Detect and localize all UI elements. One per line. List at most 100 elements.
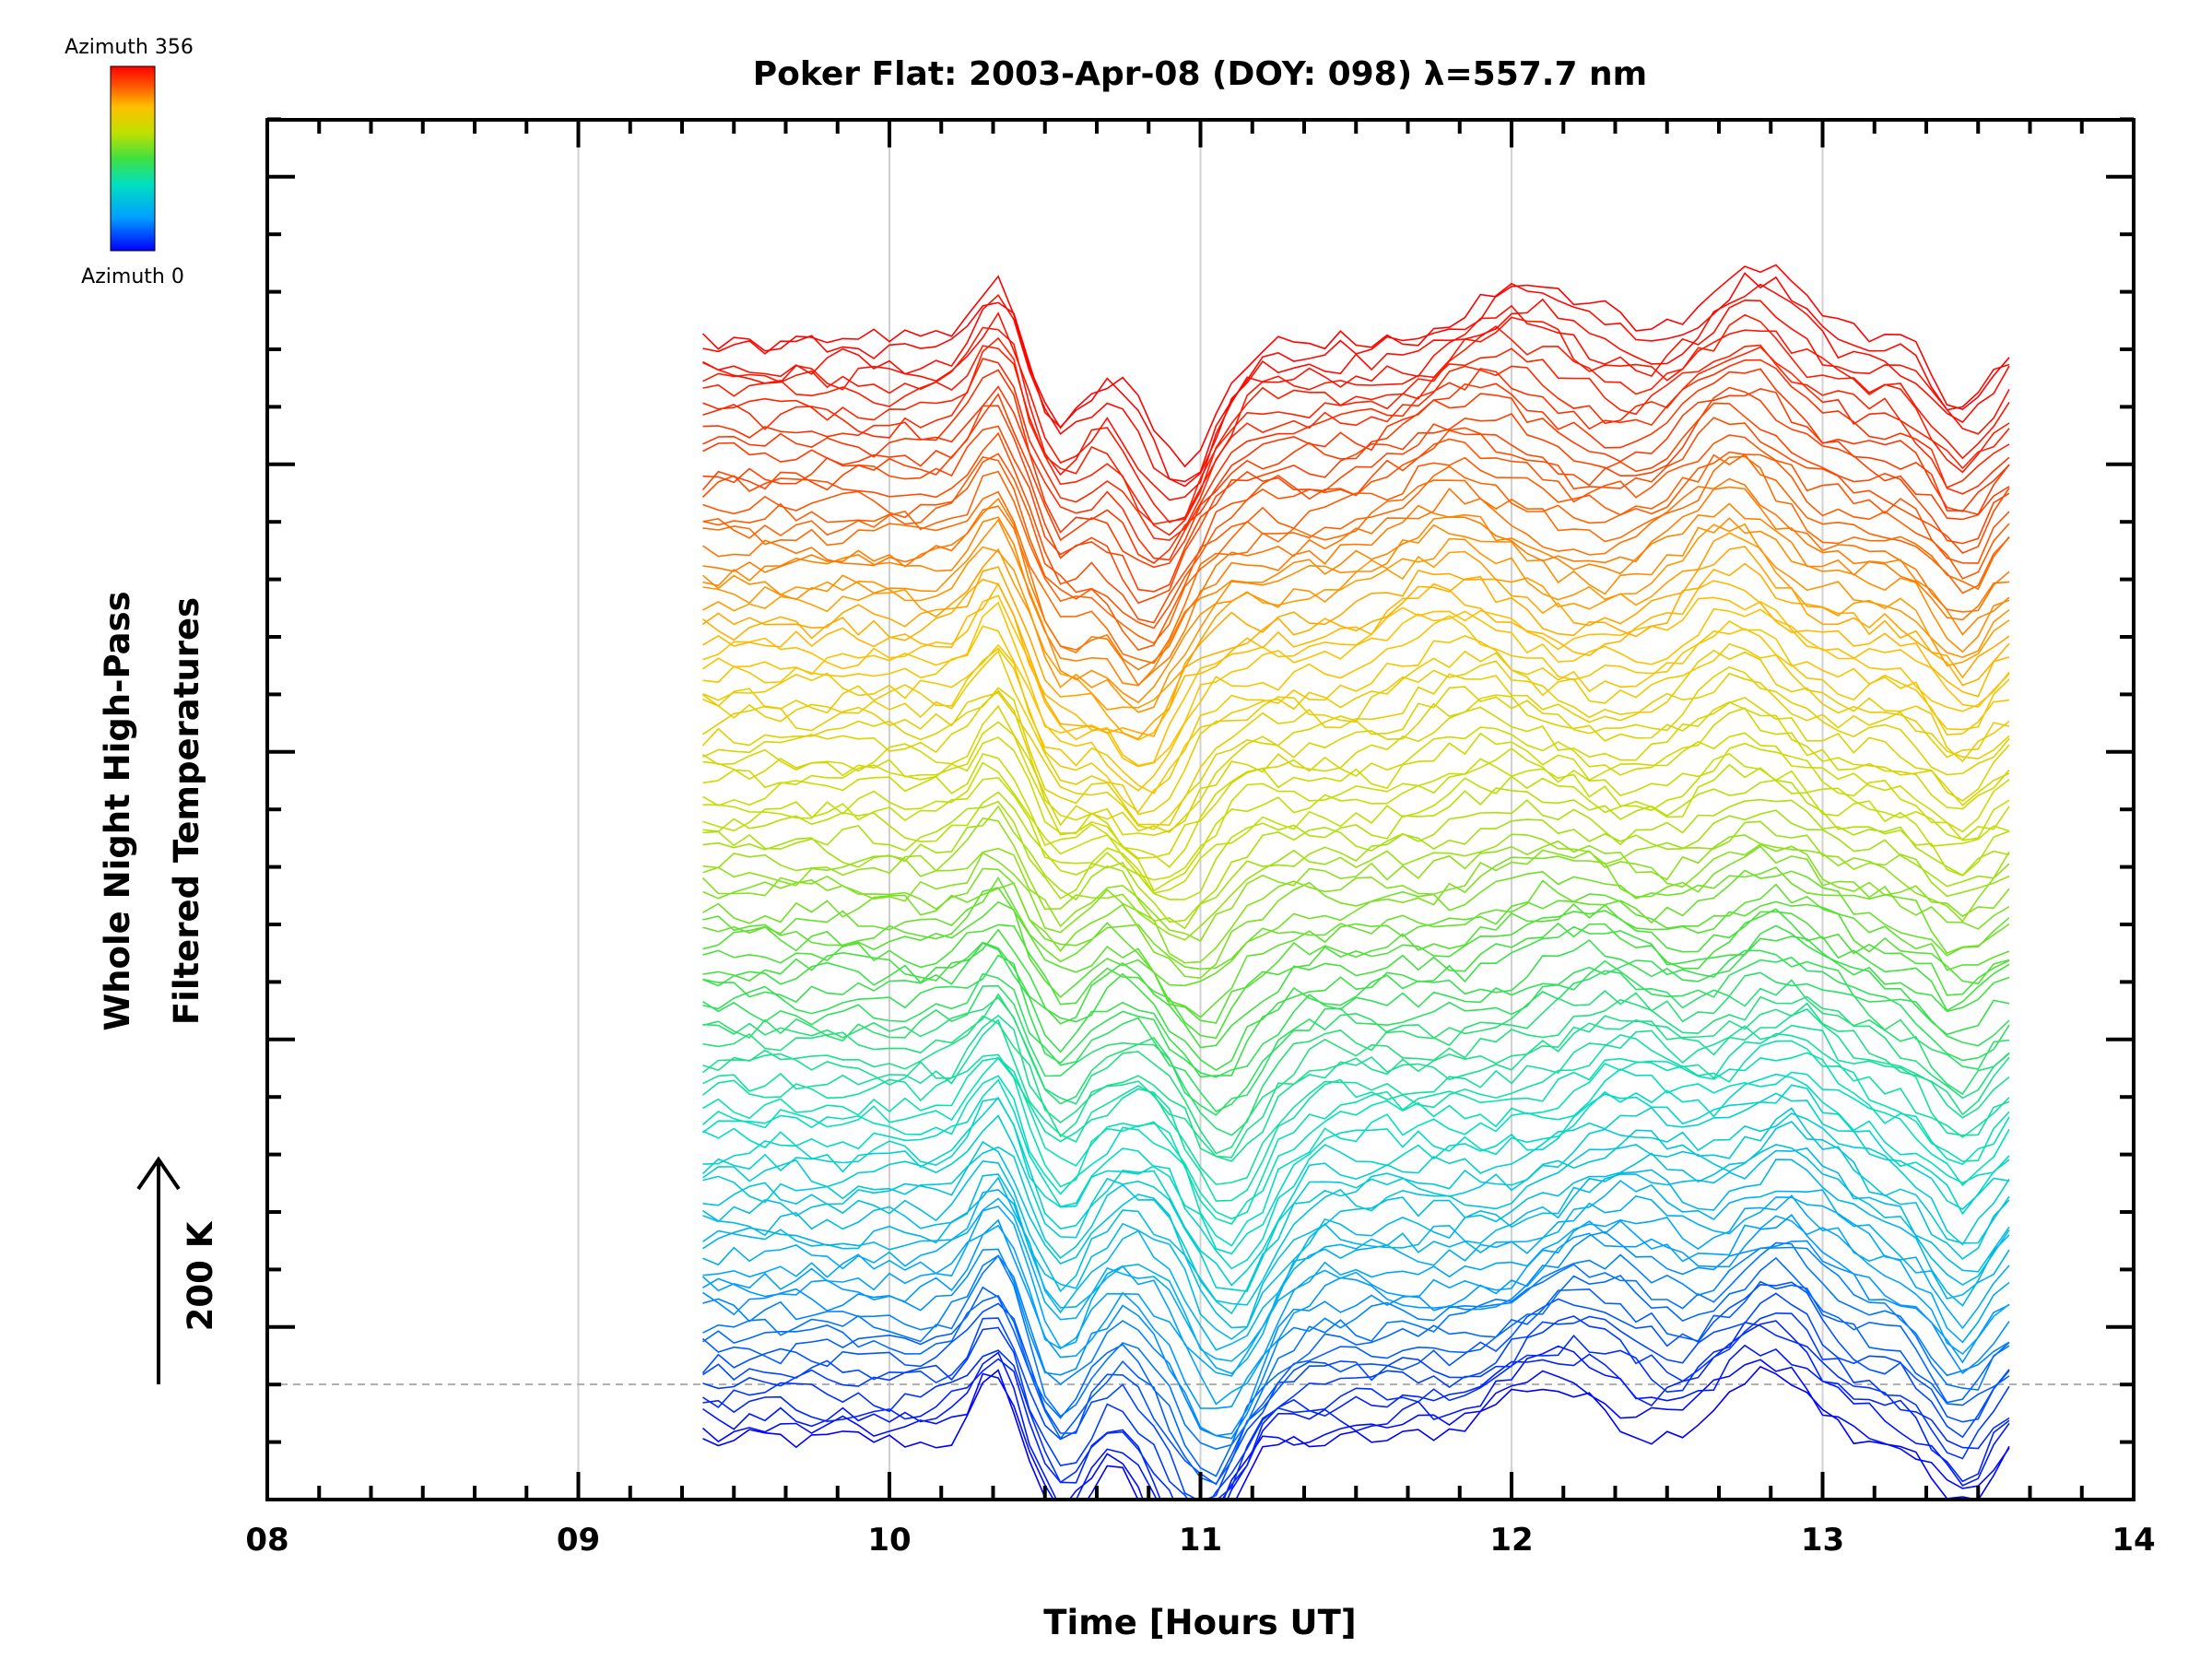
series-line: [702, 1068, 2010, 1247]
series-line: [701, 1281, 2010, 1486]
series-line: [701, 1052, 2010, 1225]
series-line: [701, 517, 2010, 704]
series-line: [702, 1121, 2010, 1306]
series-line: [702, 1180, 2010, 1362]
series-line: [702, 1143, 2010, 1329]
series-line: [701, 417, 2010, 624]
series-line: [702, 1312, 2010, 1500]
x-tick-label: 11: [1179, 1522, 1222, 1559]
series-line: [702, 359, 2010, 561]
y-axis-label-line1: Whole Night High-Pass: [98, 591, 137, 1030]
series-line: [702, 779, 2010, 900]
series-line: [702, 732, 2010, 868]
series-line: [702, 1292, 2010, 1500]
series-line: [702, 1320, 2010, 1500]
colorbar-bottom-label: Azimuth 0: [81, 265, 184, 288]
scale-arrow: [136, 1156, 181, 1384]
series-line: [702, 752, 2010, 892]
series-line: [702, 620, 2010, 794]
series-line: [702, 866, 2010, 971]
x-tick-label: 10: [867, 1522, 911, 1559]
chart-title: Poker Flat: 2003-Apr-08 (DOY: 098) λ=557…: [753, 55, 1647, 93]
series-line: [702, 1246, 2010, 1440]
series-line: [702, 742, 2010, 881]
x-tick-label: 08: [245, 1522, 288, 1559]
series-line: [702, 346, 2010, 541]
series-line: [702, 689, 2010, 833]
series-line: [702, 272, 2010, 483]
series-line: [702, 845, 2010, 980]
series-line: [702, 642, 2010, 814]
x-tick-label: 13: [1801, 1522, 1844, 1559]
x-tick-label: 14: [2112, 1522, 2155, 1559]
series-line: [702, 649, 2010, 816]
series-line: [702, 979, 2010, 1136]
series-line: [702, 546, 2010, 740]
series-line: [702, 1344, 2010, 1500]
axis-ticks: [265, 117, 2136, 1501]
series-line: [702, 562, 2010, 737]
series-line: [702, 532, 2010, 711]
series-line: [702, 1230, 2010, 1437]
series-line: [702, 949, 2010, 1078]
series-line: [701, 1092, 2010, 1287]
series-line: [702, 900, 2010, 1024]
series-line: [702, 313, 2010, 536]
series-line: [702, 1002, 2010, 1159]
series-line: [702, 1321, 2010, 1500]
colorbar-gradient: [110, 65, 156, 252]
series-line: [701, 402, 2010, 605]
series-line: [702, 1194, 2010, 1377]
x-tick-label: 12: [1489, 1522, 1533, 1559]
series-line: [702, 817, 2010, 941]
series-line: [702, 388, 2010, 569]
x-tick-labels: 08 09 10 11 12 13 14: [245, 1522, 2155, 1559]
series-line: [702, 672, 2010, 830]
x-gridlines: [577, 120, 1824, 1500]
series-line: [702, 1040, 2010, 1220]
series-line: [702, 451, 2010, 652]
series-line: [702, 316, 2010, 524]
series-line: [702, 1073, 2010, 1255]
series-line: [702, 798, 2010, 924]
series-line: [702, 707, 2010, 860]
series-line: [702, 1256, 2010, 1477]
series-line: [702, 925, 2010, 1072]
series-line: [702, 908, 2010, 1049]
series-line: [702, 455, 2010, 665]
series-line: [702, 336, 2010, 525]
series-line: [702, 1107, 2010, 1315]
series-line: [702, 386, 2010, 593]
series-line: [702, 1084, 2010, 1270]
series-line: [702, 701, 2010, 837]
series-line: [702, 477, 2010, 671]
series-line: [702, 1018, 2010, 1185]
series-line: [702, 1112, 2010, 1292]
x-tick-label: 09: [557, 1522, 600, 1559]
series-line: [702, 763, 2010, 895]
series-line: [702, 453, 2010, 644]
series-line: [702, 1147, 2010, 1340]
series-line: [702, 869, 2010, 987]
series-line: [702, 299, 2010, 501]
series-line: [702, 615, 2010, 792]
series-line: [702, 1241, 2010, 1450]
series-line: [702, 1032, 2010, 1202]
series-line: [702, 486, 2010, 687]
series-line: [701, 264, 2010, 468]
series-line: [701, 1280, 2010, 1485]
series-line: [702, 1214, 2010, 1409]
series-line: [702, 580, 2010, 741]
series-line: [702, 993, 2010, 1155]
series-line: [702, 956, 2010, 1112]
series-line: [702, 594, 2010, 767]
series-line: [702, 1194, 2010, 1375]
x-axis-label: Time [Hours UT]: [1043, 1603, 1356, 1642]
series-line: [702, 910, 2010, 1040]
series-line: [702, 502, 2010, 687]
series-line: [702, 834, 2010, 942]
series-group: [701, 264, 2010, 1500]
y-axis-label-line2: Filtered Temperatures: [167, 597, 206, 1025]
colorbar-top-label: Azimuth 356: [65, 36, 194, 59]
